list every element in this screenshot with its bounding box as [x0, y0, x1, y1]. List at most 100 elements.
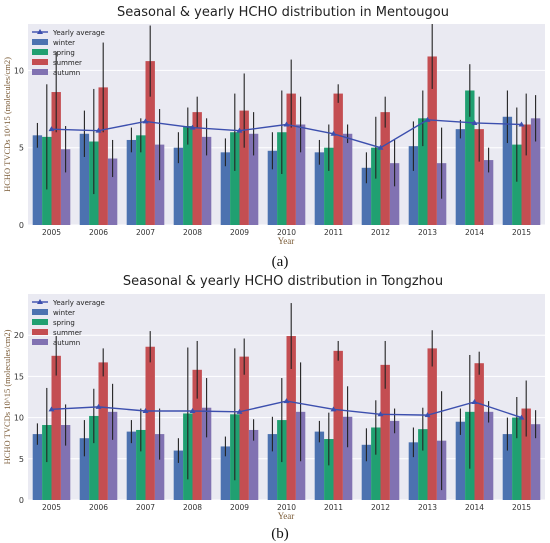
bar-autumn — [530, 424, 541, 500]
legend-label: autumn — [53, 339, 80, 347]
x-tick-label: 2005 — [42, 228, 61, 237]
bar-summer — [51, 92, 61, 226]
bar-winter — [220, 446, 231, 500]
legend-swatch — [32, 309, 48, 315]
legend-label: winter — [53, 309, 75, 317]
yearly-average-point — [236, 127, 243, 133]
yearly-average-point — [377, 411, 384, 417]
yearly-average-point — [48, 126, 55, 132]
bar-summer — [192, 112, 202, 225]
bar-autumn — [154, 144, 165, 225]
yearly-average-point — [142, 118, 149, 124]
bar-spring — [371, 147, 381, 225]
bar-winter — [408, 442, 419, 500]
x-tick-label: 2006 — [89, 503, 108, 512]
bar-autumn — [389, 420, 400, 500]
plot-area: 0 5 10 2005 2006 2007 2008 2009 2010 2011 2012 2013… — [14, 24, 545, 237]
y-tick-label: 15 — [14, 372, 24, 381]
bar-autumn — [342, 416, 353, 500]
yearly-average-point — [48, 406, 55, 412]
bar-autumn — [342, 133, 353, 225]
bar-winter — [173, 147, 184, 225]
yearly-average-point — [330, 406, 337, 412]
yearly-average-point — [95, 403, 102, 409]
bar-winter — [502, 116, 513, 225]
bar-autumn — [201, 407, 212, 500]
bar-autumn — [295, 124, 306, 225]
bar-winter — [79, 133, 90, 225]
bar-summer — [98, 362, 108, 500]
yearly-average-point — [424, 116, 431, 122]
plot-area: 0 5 10 15 20 2005 2006 2007 2008 2009 2010 2011 2012… — [14, 294, 545, 512]
bar-winter — [79, 438, 90, 500]
yearly-average-point — [142, 408, 149, 414]
x-tick-label: 2007 — [136, 503, 155, 512]
bar-winter — [32, 434, 43, 500]
bar-winter — [173, 450, 184, 500]
legend-swatch — [32, 339, 48, 345]
legend-swatch — [32, 319, 48, 325]
bar-winter — [267, 150, 278, 225]
bar-summer — [521, 124, 531, 225]
y-tick-label: 0 — [19, 496, 24, 505]
yearly-average-point — [471, 119, 478, 125]
legend-label: spring — [53, 319, 75, 327]
y-tick-label: 10 — [14, 66, 24, 75]
bar-spring — [89, 415, 99, 500]
x-tick-label: 2009 — [230, 228, 249, 237]
x-tick-label: 2012 — [371, 503, 390, 512]
bar-winter — [455, 421, 466, 500]
y-axis-label-text: HCHO TVCDs 10^15 (molecules/cm2) — [2, 57, 12, 192]
bar-summer — [474, 363, 484, 500]
x-tick-label: 2010 — [277, 228, 296, 237]
bar-autumn — [483, 160, 494, 225]
bar-summer — [192, 369, 202, 500]
bar-spring — [277, 132, 287, 225]
yearly-average-point — [283, 398, 290, 404]
legend-label: winter — [53, 39, 75, 47]
bar-autumn — [530, 118, 541, 225]
chart-title: Seasonal & yearly HCHO distribution in M… — [117, 5, 449, 20]
yearly-average-point — [518, 121, 525, 127]
yearly-average-point — [471, 398, 478, 404]
x-tick-label: 2010 — [277, 503, 296, 512]
bar-summer — [427, 348, 437, 500]
bar-spring — [183, 126, 193, 225]
bar-winter — [126, 139, 137, 225]
bar-winter — [126, 431, 137, 500]
legend-swatch — [32, 69, 48, 75]
bar-summer — [145, 346, 155, 500]
bar-summer — [98, 87, 108, 226]
bar-spring — [418, 118, 428, 225]
y-tick-label: 5 — [19, 455, 24, 464]
bar-spring — [512, 417, 522, 500]
x-tick-label: 2007 — [136, 228, 155, 237]
x-tick-label: 2014 — [465, 503, 484, 512]
bar-summer — [239, 356, 249, 500]
bar-autumn — [60, 149, 71, 225]
legend-label: Yearly average — [52, 29, 105, 37]
bar-autumn — [60, 425, 71, 500]
legend: Yearly average winter spring summer autumn — [32, 29, 105, 77]
bar-spring — [418, 429, 428, 500]
bar-autumn — [389, 163, 400, 225]
yearly-average-point — [95, 127, 102, 133]
y-tick-label: 5 — [19, 144, 24, 153]
x-tick-label: 2008 — [183, 228, 202, 237]
bar-spring — [136, 429, 146, 500]
yearly-average-point — [424, 412, 431, 418]
legend-swatch — [32, 59, 48, 65]
bar-autumn — [107, 411, 118, 500]
bar-spring — [230, 132, 240, 225]
bar-spring — [324, 147, 334, 225]
legend-label: autumn — [53, 69, 80, 77]
x-tick-label: 2015 — [512, 503, 531, 512]
x-tick-label: 2012 — [371, 228, 390, 237]
panel-tongzhou: Seasonal & yearly HCHO distribution in T… — [2, 274, 545, 542]
bar-autumn — [248, 133, 259, 225]
legend-label: summer — [53, 329, 82, 337]
yearly-average-point — [189, 124, 196, 130]
yearly-average-point — [330, 130, 337, 136]
bar-summer — [474, 129, 484, 225]
